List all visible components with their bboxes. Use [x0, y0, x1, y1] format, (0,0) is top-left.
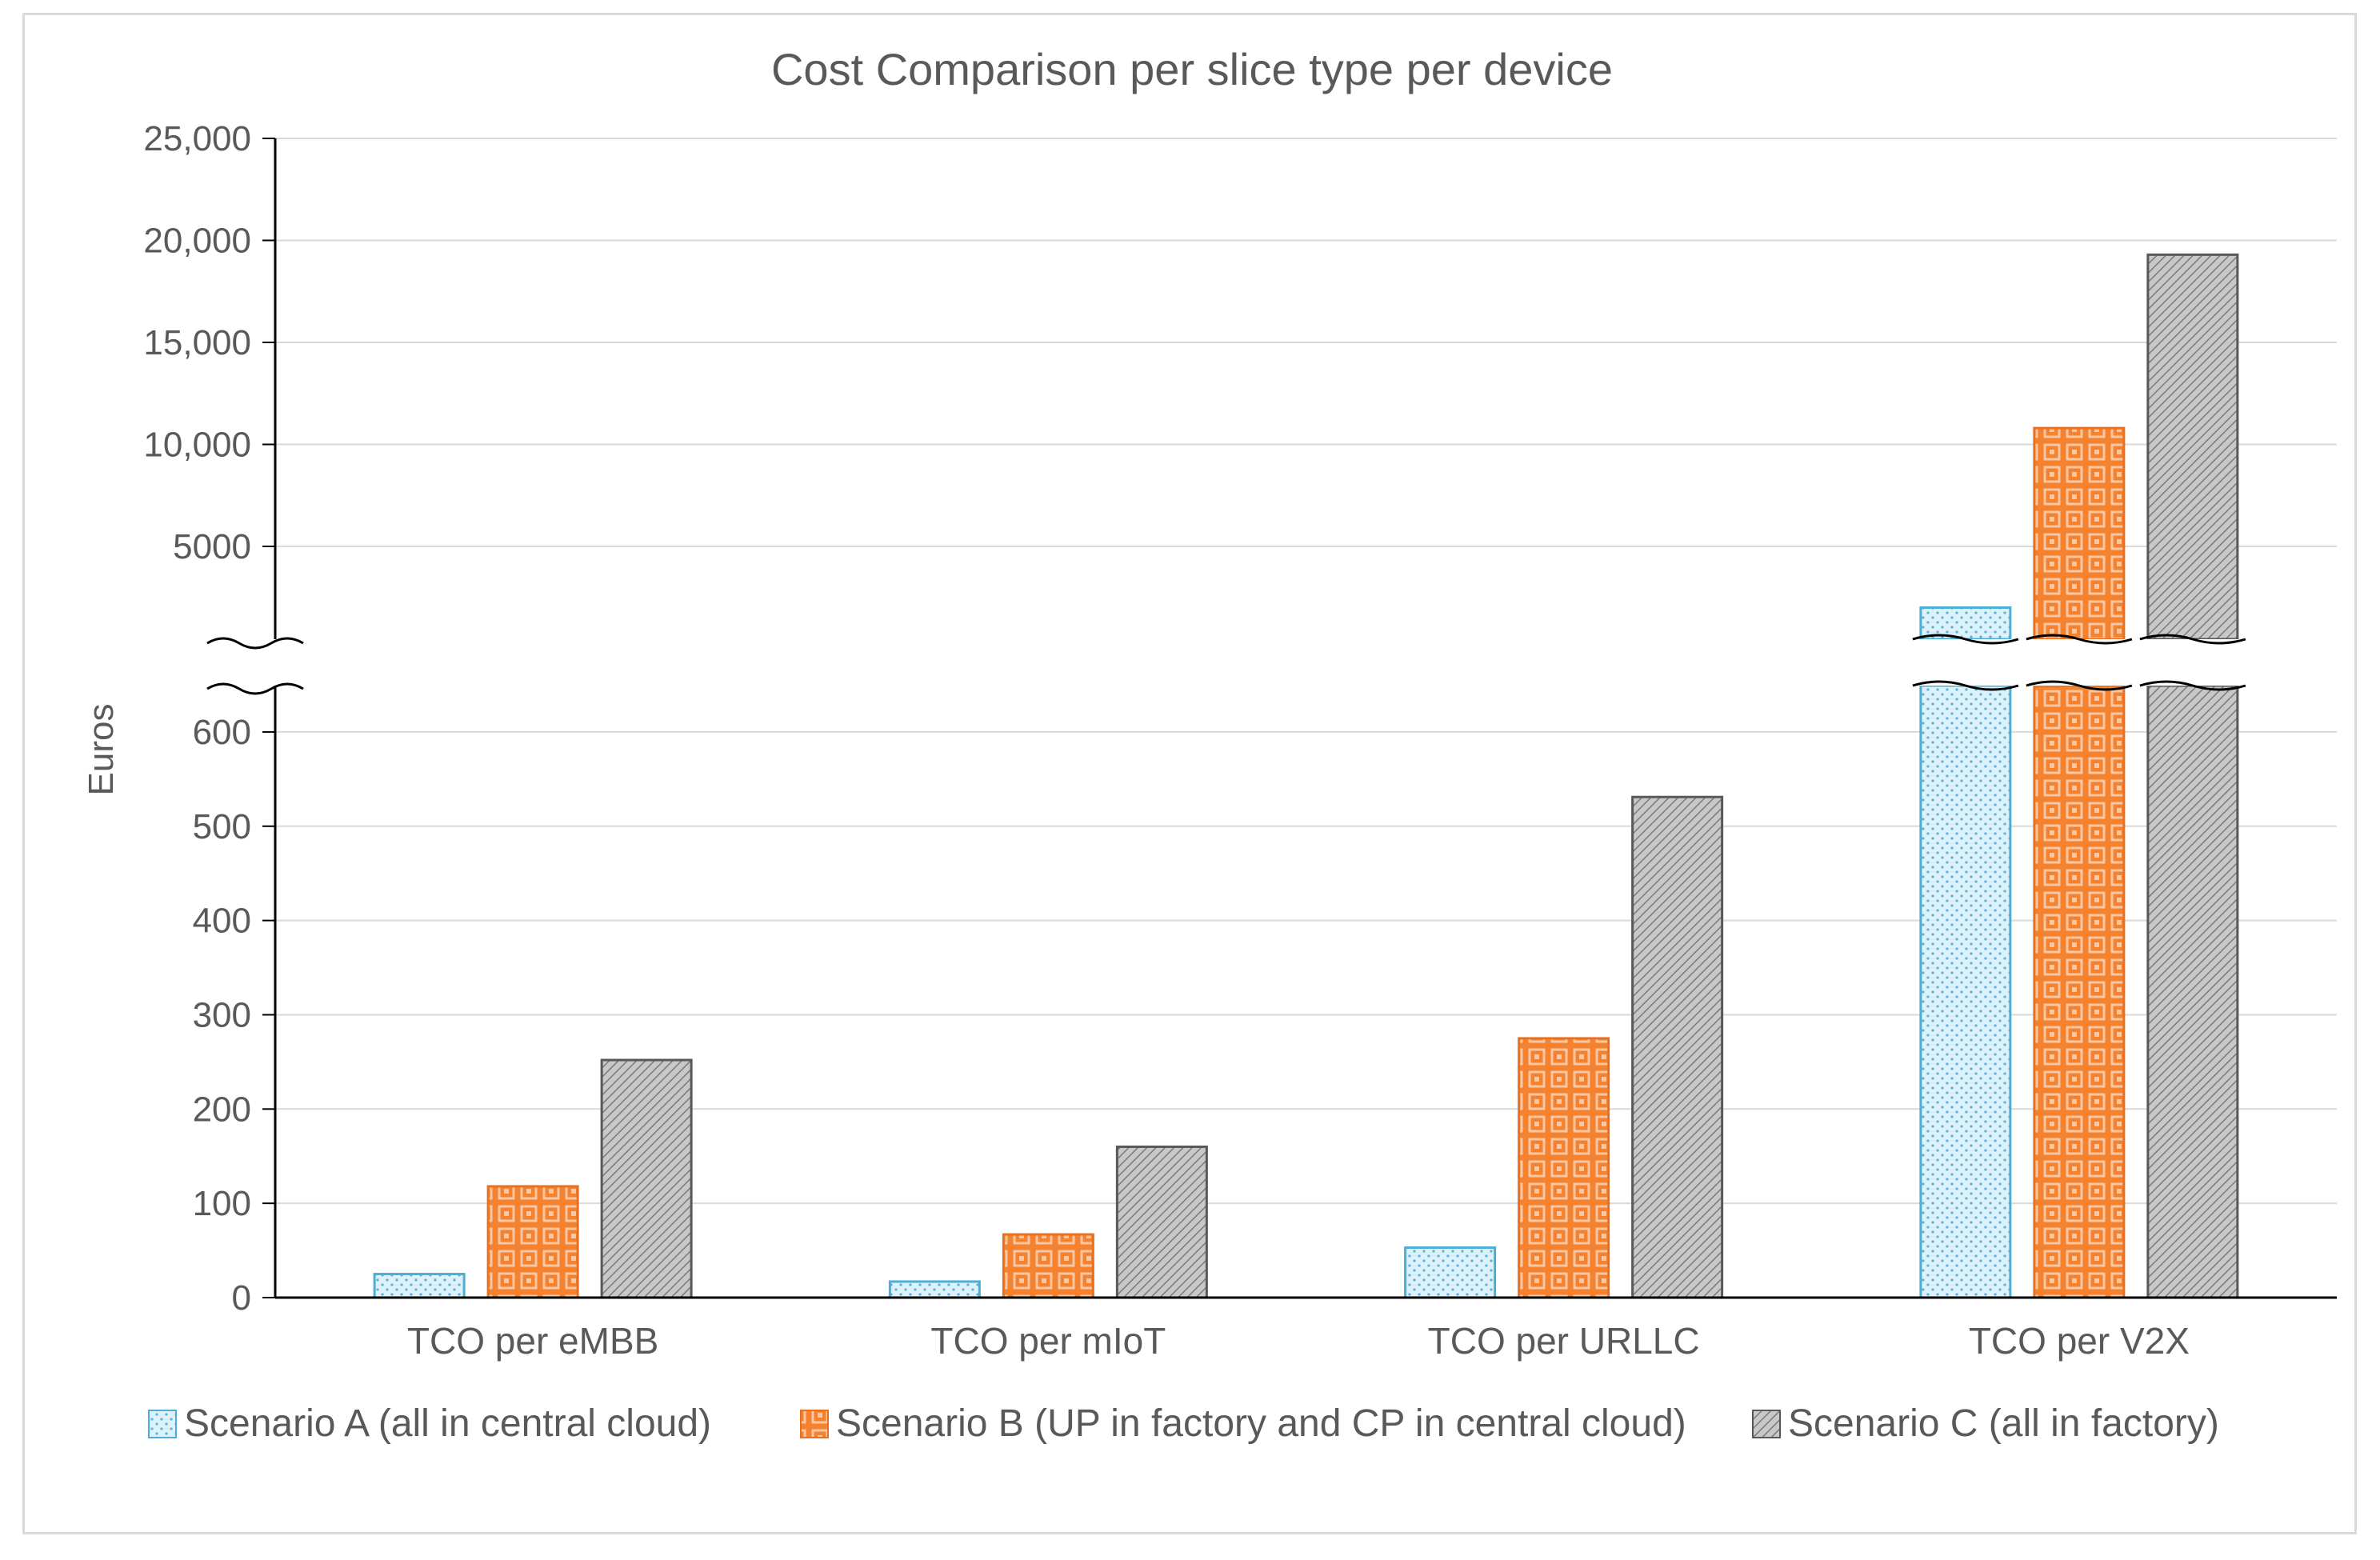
bars [373, 253, 2246, 1299]
axis-break-gap [1912, 639, 2018, 686]
y-tick-label: 5000 [173, 527, 251, 566]
x-tick-label: TCO per eMBB [407, 1320, 658, 1362]
bar-lower-segment [2033, 684, 2126, 1299]
bar-upper-segment [2033, 426, 2126, 641]
axis-break-wave [1912, 680, 2019, 691]
bar [1518, 1037, 1610, 1299]
y-tick-label: 25,000 [143, 119, 251, 158]
bar [600, 1058, 693, 1299]
legend-swatch [800, 1410, 829, 1438]
axis-break-wave [2026, 680, 2133, 691]
y-axis-break-wave [206, 637, 304, 650]
bar [1631, 795, 1724, 1299]
axis-break-wave [1912, 634, 2019, 645]
y-tick-label: 600 [193, 713, 251, 752]
axes [205, 138, 2337, 1299]
legend-swatch [148, 1410, 177, 1438]
chart-title: Cost Comparison per slice type per devic… [771, 44, 1613, 94]
y-axis-title: Euros [82, 704, 121, 796]
y-tick-label: 300 [193, 995, 251, 1034]
y-tick-label: 20,000 [143, 222, 251, 261]
bar [1115, 1145, 1208, 1299]
chart-svg: Cost Comparison per slice type per devic… [82, 44, 2337, 1445]
x-tick-label: TCO per V2X [1969, 1320, 2190, 1362]
labels: 0 100 200 300 400 500 600 5000 10,000 15,000 20,00… [143, 119, 2190, 1362]
bar-lower-segment [1919, 684, 2012, 1299]
bar [1404, 1246, 1497, 1299]
bar-upper-segment [2146, 253, 2239, 641]
legend-label: Scenario B (UP in factory and CP in cent… [836, 1402, 1686, 1445]
y-tick-label: 0 [232, 1278, 251, 1318]
legend-swatch [1752, 1410, 1781, 1438]
legend-label: Scenario C (all in factory) [1788, 1402, 2219, 1445]
x-tick-label: TCO per URLLC [1428, 1320, 1700, 1362]
axis-break-wave [2139, 680, 2246, 691]
axis-break-wave [2026, 634, 2133, 645]
y-tick-label: 200 [193, 1090, 251, 1129]
y-tick-label: 500 [193, 807, 251, 846]
chart: Cost Comparison per slice type per devic… [22, 13, 2357, 1534]
axis-break-wave [2139, 634, 2246, 645]
y-tick-label: 10,000 [143, 426, 251, 465]
bar-lower-segment [2146, 684, 2239, 1299]
axis-break-gap [2026, 639, 2132, 686]
x-tick-label: TCO per mIoT [930, 1320, 1166, 1362]
y-tick-label: 400 [193, 902, 251, 941]
bar [888, 1280, 981, 1299]
y-tick-label: 100 [193, 1184, 251, 1223]
bar-upper-segment [1919, 606, 2012, 641]
legend: Scenario A (all in central cloud) Scenari… [148, 1402, 2219, 1445]
bar [486, 1185, 579, 1299]
bar [373, 1273, 466, 1299]
y-axis-break-gap [205, 639, 333, 686]
y-tick-label: 15,000 [143, 323, 251, 362]
axis-break-gap [2139, 639, 2246, 686]
legend-label: Scenario A (all in central cloud) [184, 1402, 711, 1445]
bar [1002, 1233, 1094, 1299]
y-axis-break-wave [206, 682, 304, 695]
